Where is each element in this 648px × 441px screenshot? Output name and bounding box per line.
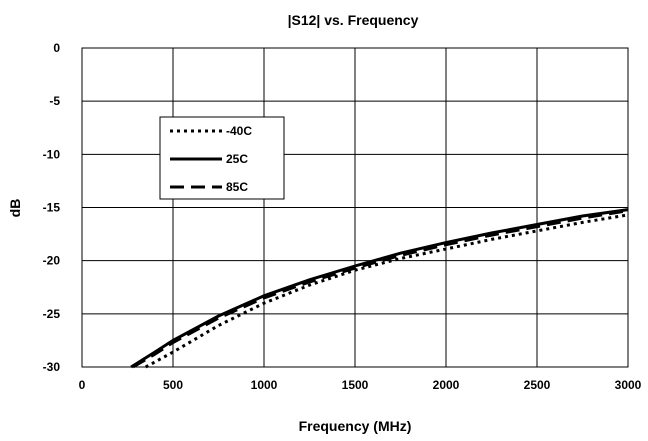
series-lines bbox=[130, 208, 629, 369]
x-tick-label: 2000 bbox=[433, 378, 460, 392]
series-line-40c bbox=[144, 213, 629, 369]
plot-frame bbox=[81, 47, 629, 368]
y-tick-label: -30 bbox=[43, 360, 61, 374]
y-tick-label: 0 bbox=[53, 41, 60, 55]
x-axis-label: Frequency (MHz) bbox=[299, 418, 412, 434]
legend-label: -40C bbox=[226, 124, 252, 138]
x-tick-label: 1000 bbox=[251, 378, 278, 392]
legend: -40C 25C 85C bbox=[159, 116, 285, 200]
x-tick-label: 0 bbox=[79, 378, 86, 392]
y-tick-label: -5 bbox=[49, 94, 60, 108]
grid bbox=[81, 47, 629, 368]
x-tick-label: 3000 bbox=[615, 378, 642, 392]
series-line-25c bbox=[130, 208, 629, 369]
series-line-85c bbox=[132, 209, 629, 369]
x-tick-label: 1500 bbox=[342, 378, 369, 392]
legend-label: 85C bbox=[226, 180, 248, 194]
y-tick-label: -10 bbox=[43, 147, 61, 161]
x-tick-label: 500 bbox=[163, 378, 183, 392]
y-tick-label: -25 bbox=[43, 307, 61, 321]
tick-labels: 0 500 1000 1500 2000 2500 3000 0 -5 -10 -15 -20 -25 -… bbox=[43, 41, 642, 392]
x-tick-label: 2500 bbox=[524, 378, 551, 392]
legend-label: 25C bbox=[226, 152, 248, 166]
y-tick-label: -20 bbox=[43, 254, 61, 268]
y-axis-label: dB bbox=[7, 199, 23, 218]
y-tick-label: -15 bbox=[43, 201, 61, 215]
chart-title: |S12| vs. Frequency bbox=[288, 12, 419, 28]
